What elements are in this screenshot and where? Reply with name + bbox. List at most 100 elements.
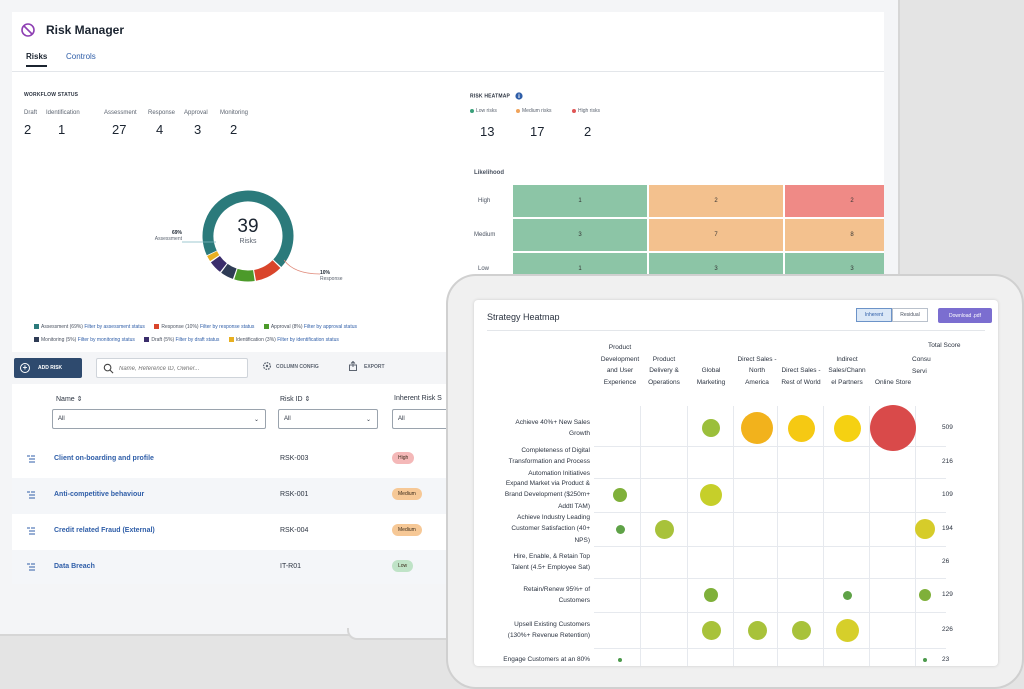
- risk-bubble[interactable]: [833, 414, 861, 442]
- column-header-line: el Partners: [831, 378, 863, 386]
- filter-monitoring-link[interactable]: Filter by monitoring status: [77, 337, 135, 343]
- medium-risks-count: 17: [530, 124, 545, 139]
- column-header-inherent-risk[interactable]: Inherent Risk S: [394, 395, 442, 402]
- stat-approval[interactable]: Approval 3: [184, 110, 208, 137]
- table-row[interactable]: Anti-competitive behaviour RSK-001 Mediu…: [12, 478, 452, 514]
- risk-bubble[interactable]: [615, 524, 625, 534]
- risk-bubble[interactable]: [870, 405, 916, 451]
- stat-monitoring[interactable]: Monitoring 2: [220, 110, 249, 137]
- risk-bubble[interactable]: [704, 588, 718, 602]
- column-header-risk-id[interactable]: Risk ID ⇕: [280, 396, 311, 403]
- risk-name-link[interactable]: Client on-boarding and profile: [54, 455, 154, 462]
- donut-segment-assessment[interactable]: [198, 186, 298, 286]
- low-risks-count: 13: [480, 124, 495, 139]
- sort-icon[interactable]: ⇕: [304, 396, 311, 403]
- export-icon[interactable]: [348, 361, 358, 371]
- grid-line: [687, 406, 688, 666]
- row-label-line: Addtl TAM): [558, 502, 590, 510]
- table-row[interactable]: Credit related Fraud (External) RSK-004 …: [12, 514, 452, 550]
- tab-controls[interactable]: Controls: [66, 52, 96, 61]
- column-header-line: Operations: [648, 378, 680, 386]
- toggle-residual[interactable]: Residual: [892, 308, 928, 322]
- legend-swatch-assessment: [34, 324, 39, 330]
- row-label-line: Completeness of Digital: [521, 446, 590, 454]
- risk-bubble[interactable]: [787, 414, 815, 442]
- donut-segment-response[interactable]: [198, 186, 298, 286]
- stat-identification[interactable]: Identification 1: [46, 110, 80, 137]
- risk-bubble[interactable]: [741, 412, 773, 444]
- column-header: Direct Sales - Rest of World: [774, 365, 828, 388]
- heatmap-cell[interactable]: 8: [784, 218, 884, 252]
- inherent-risk-filter-select[interactable]: All: [392, 409, 452, 429]
- risk-bubble[interactable]: [842, 590, 852, 600]
- row-label-line: Engage Customers at an 80%: [503, 656, 590, 664]
- risk-bubble[interactable]: [915, 519, 935, 539]
- risk-bubble[interactable]: [701, 620, 721, 640]
- add-risk-button[interactable]: + ADD RISK: [14, 358, 82, 378]
- row-label-line: Customers: [558, 597, 590, 604]
- filter-approval-link[interactable]: Filter by approval status: [303, 324, 357, 330]
- stat-draft[interactable]: Draft 2: [24, 110, 38, 137]
- heatmap-cell[interactable]: 1: [512, 184, 648, 218]
- risk-bubble[interactable]: [618, 658, 622, 662]
- column-header-line: Product: [608, 344, 632, 351]
- column-header-line: Marketing: [696, 378, 726, 386]
- app-logo-icon: [21, 23, 35, 37]
- workflow-legend-row-1: Assessment (69%) Filter by assessment st…: [34, 324, 365, 330]
- column-config-button[interactable]: COLUMN CONFIG: [276, 364, 319, 370]
- filter-identification-link[interactable]: Filter by identification status: [277, 337, 339, 343]
- stat-response[interactable]: Response 4: [148, 110, 176, 137]
- export-button[interactable]: EXPORT: [364, 364, 385, 370]
- filter-draft-link[interactable]: Filter by draft status: [175, 337, 220, 343]
- risk-bubble[interactable]: [654, 519, 674, 539]
- heatmap-cell[interactable]: 2: [784, 184, 884, 218]
- heatmap-cell[interactable]: 7: [648, 218, 784, 252]
- sort-icon[interactable]: ⇕: [76, 396, 83, 403]
- risk-id-filter-select[interactable]: All ⌄: [278, 409, 378, 429]
- risk-bubble[interactable]: [923, 658, 927, 662]
- filter-assessment-link[interactable]: Filter by assessment status: [84, 324, 145, 330]
- table-row[interactable]: Data Breach IT-R01 Low: [12, 550, 452, 584]
- column-header-line: Consu: [912, 356, 931, 363]
- risk-rating-badge: Medium: [392, 524, 422, 536]
- toggle-inherent[interactable]: Inherent: [856, 308, 892, 322]
- row-label-high: High: [478, 198, 491, 204]
- row-label: Completeness of Digital Transformation an…: [482, 445, 590, 480]
- stat-assessment[interactable]: Assessment 27: [104, 110, 137, 137]
- row-label-line: Talent (4.5+ Employee Sat): [511, 564, 590, 571]
- risk-id: RSK-003: [280, 455, 309, 462]
- risk-name-link[interactable]: Anti-competitive behaviour: [54, 491, 145, 498]
- risk-name-link[interactable]: Data Breach: [54, 563, 95, 570]
- risk-name-link[interactable]: Credit related Fraud (External): [54, 527, 155, 534]
- info-icon[interactable]: [514, 92, 523, 100]
- row-label-line: Expand Market via Product &: [505, 479, 590, 487]
- table-row[interactable]: Client on-boarding and profile RSK-003 H…: [12, 442, 452, 478]
- risk-bubble[interactable]: [700, 484, 722, 506]
- workflow-status-panel: WORKFLOW STATUS Draft 2 Identification 1 A…: [22, 86, 454, 344]
- heatmap-cell[interactable]: 3: [512, 218, 648, 252]
- column-header-line: North: [749, 367, 765, 374]
- column-header: Direct Sales - North America: [730, 354, 784, 389]
- risk-bubble[interactable]: [835, 618, 859, 642]
- legend-swatch-draft: [144, 337, 150, 343]
- column-header-name[interactable]: Name ⇕: [56, 396, 83, 403]
- risk-bubble[interactable]: [791, 620, 811, 640]
- search-input[interactable]: [119, 362, 243, 375]
- chevron-down-icon: ⌄: [365, 417, 371, 423]
- risk-bubble[interactable]: [919, 589, 931, 601]
- download-pdf-button[interactable]: Download .pdf: [938, 308, 992, 323]
- risk-bubble[interactable]: [747, 620, 767, 640]
- filter-response-link[interactable]: Filter by response status: [199, 324, 255, 330]
- row-label-line: Growth: [569, 430, 590, 437]
- name-filter-select[interactable]: All ⌄: [52, 409, 266, 429]
- grid-line: [594, 612, 946, 613]
- legend-swatch-approval: [263, 324, 269, 330]
- tab-risks[interactable]: Risks: [26, 52, 48, 67]
- column-header-line: Experience: [603, 378, 637, 386]
- gear-icon[interactable]: [262, 361, 272, 371]
- risk-bubble[interactable]: [613, 488, 627, 502]
- heatmap-cell[interactable]: 2: [648, 184, 784, 218]
- grid-line: [594, 578, 946, 579]
- risk-bubble[interactable]: [702, 419, 720, 437]
- column-header-line: Product: [652, 355, 676, 363]
